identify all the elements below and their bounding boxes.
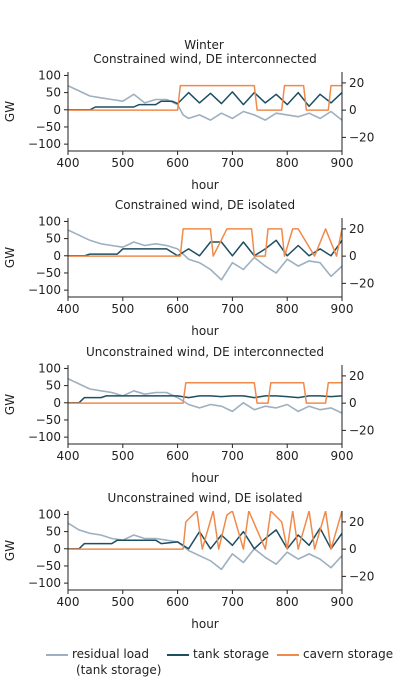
x-tick-label: 600 [166, 156, 189, 170]
x-tick-label: 400 [57, 302, 80, 316]
y-tick-label-left: 0 [53, 249, 61, 263]
y-axis-label: GW [3, 394, 17, 415]
y-axis-label: GW [3, 540, 17, 561]
x-tick-label: 500 [111, 156, 134, 170]
chart-panel-1: Constrained wind, DE interconnected 400 50… [3, 52, 374, 192]
legend-label-residual-line2: (tank storage) [76, 663, 162, 677]
y-tick-label-left: 50 [46, 86, 61, 100]
x-tick-label: 800 [276, 449, 299, 463]
chart-title: Constrained wind, DE isolated [115, 198, 295, 212]
series-line-cavern [68, 228, 342, 257]
y-tick-label-left: 100 [38, 68, 61, 82]
series-line-tank [68, 239, 342, 257]
chart-title: Unconstrained wind, DE interconnected [86, 345, 324, 359]
legend-label-cavern: cavern storage [303, 647, 394, 661]
y-tick-label-left: −100 [28, 576, 61, 590]
legend-label-residual-line1: residual load [72, 647, 150, 661]
series-line-residual [68, 84, 342, 121]
y-tick-label-right: 20 [349, 76, 364, 90]
x-tick-label: 900 [331, 595, 354, 609]
series-line-cavern [68, 84, 342, 111]
y-tick-label-left: −100 [28, 137, 61, 151]
x-tick-label: 500 [111, 449, 134, 463]
series-line-residual [68, 377, 342, 414]
y-tick-label-left: −50 [36, 559, 61, 573]
x-tick-label: 900 [331, 302, 354, 316]
y-axis-label: GW [3, 247, 17, 268]
x-axis-label: hour [191, 617, 219, 631]
x-axis-label: hour [191, 178, 219, 192]
series-line-tank [68, 91, 342, 111]
x-tick-label: 500 [111, 302, 134, 316]
y-tick-label-right: 20 [349, 369, 364, 383]
series-line-cavern [68, 511, 342, 550]
series-line-tank [68, 395, 342, 404]
y-tick-label-left: 100 [38, 507, 61, 521]
y-tick-label-right: 0 [349, 542, 357, 556]
y-tick-label-right: 20 [349, 222, 364, 236]
series-line-residual [68, 229, 342, 281]
x-tick-label: 700 [221, 302, 244, 316]
y-tick-label-left: 100 [38, 361, 61, 375]
legend: residual load (tank storage) tank storag… [40, 646, 410, 686]
x-tick-label: 400 [57, 595, 80, 609]
series-line-residual [68, 522, 342, 571]
y-tick-label-right: 20 [349, 515, 364, 529]
legend-label-tank: tank storage [193, 647, 270, 661]
x-tick-label: 700 [221, 156, 244, 170]
y-tick-label-left: 0 [53, 103, 61, 117]
x-tick-label: 400 [57, 449, 80, 463]
legend-swatch-residual [46, 654, 68, 656]
y-tick-label-left: 50 [46, 379, 61, 393]
y-tick-label-right: −20 [349, 423, 374, 437]
y-tick-label-right: 0 [349, 249, 357, 263]
series-line-cavern [68, 381, 342, 404]
y-tick-label-left: 50 [46, 232, 61, 246]
y-tick-label-left: 0 [53, 396, 61, 410]
y-axis-label: GW [3, 101, 17, 122]
y-tick-label-right: −20 [349, 276, 374, 290]
y-tick-label-left: 0 [53, 542, 61, 556]
y-tick-label-left: −100 [28, 283, 61, 297]
x-tick-label: 800 [276, 302, 299, 316]
y-tick-label-left: −50 [36, 266, 61, 280]
chart-title: Unconstrained wind, DE isolated [108, 491, 303, 505]
y-tick-label-right: −20 [349, 130, 374, 144]
legend-swatch-tank [167, 654, 189, 656]
y-tick-label-right: 0 [349, 103, 357, 117]
chart-title: Constrained wind, DE interconnected [93, 52, 317, 66]
legend-swatch-cavern [277, 654, 299, 656]
x-tick-label: 600 [166, 595, 189, 609]
y-tick-label-left: −100 [28, 430, 61, 444]
x-tick-label: 400 [57, 156, 80, 170]
x-tick-label: 600 [166, 449, 189, 463]
y-tick-label-left: −50 [36, 413, 61, 427]
x-tick-label: 700 [221, 449, 244, 463]
y-tick-label-left: 100 [38, 214, 61, 228]
x-tick-label: 900 [331, 449, 354, 463]
x-tick-label: 500 [111, 595, 134, 609]
x-tick-label: 900 [331, 156, 354, 170]
x-axis-label: hour [191, 471, 219, 485]
y-tick-label-right: 0 [349, 396, 357, 410]
chart-panel-3: Unconstrained wind, DE interconnected 400… [3, 345, 374, 485]
x-axis-label: hour [191, 324, 219, 338]
figure-suptitle: Winter [184, 38, 224, 52]
y-tick-label-right: −20 [349, 569, 374, 583]
x-tick-label: 700 [221, 595, 244, 609]
y-tick-label-left: 50 [46, 525, 61, 539]
x-tick-label: 800 [276, 595, 299, 609]
x-tick-label: 800 [276, 156, 299, 170]
x-tick-label: 600 [166, 302, 189, 316]
y-tick-label-left: −50 [36, 120, 61, 134]
